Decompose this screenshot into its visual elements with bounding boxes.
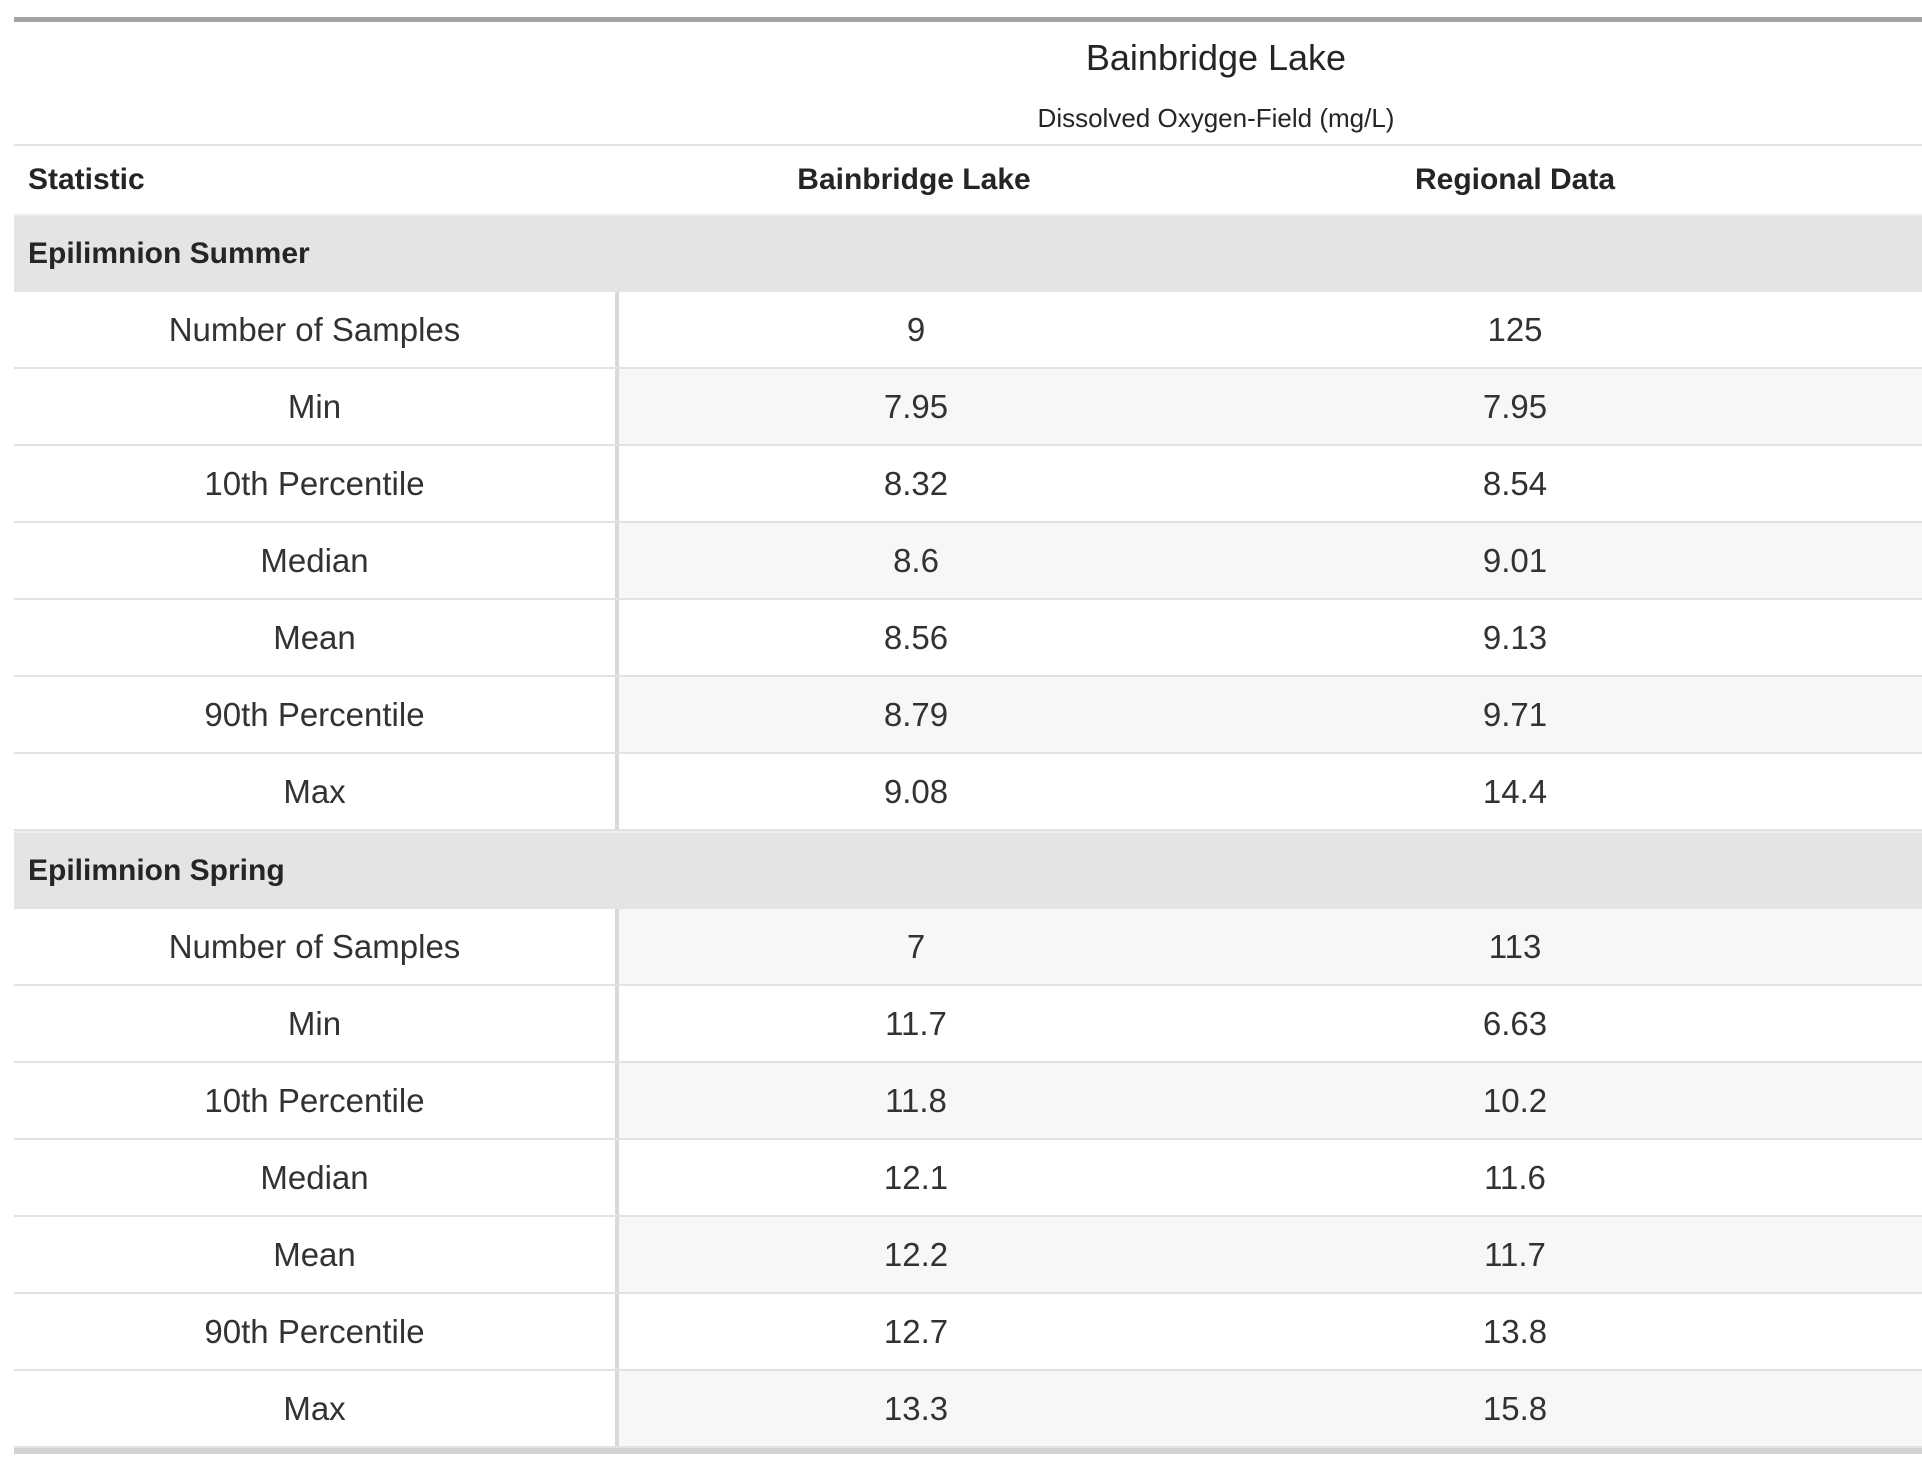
- row-label: Max: [14, 754, 615, 829]
- cell-bainbridge-value: 7.95: [615, 369, 1213, 444]
- table-bottom-border: [14, 1448, 1922, 1454]
- cell-regional-value: 7.95: [1213, 369, 1817, 444]
- cell-regional-value: 9.13: [1213, 600, 1817, 675]
- cell-bainbridge-value: 8.79: [615, 677, 1213, 752]
- cell-bainbridge-value: 11.7: [615, 986, 1213, 1061]
- title-block: Bainbridge Lake Dissolved Oxygen-Field (…: [14, 22, 1922, 146]
- table-row: Number of Samples 7 113: [14, 909, 1922, 986]
- section-header-epilimnion-spring: Epilimnion Spring: [14, 831, 1922, 909]
- row-label: Number of Samples: [14, 292, 615, 367]
- table-row: Min 7.95 7.95: [14, 369, 1922, 446]
- cell-bainbridge-value: 8.6: [615, 523, 1213, 598]
- row-label: 90th Percentile: [14, 677, 615, 752]
- cell-regional-value: 8.54: [1213, 446, 1817, 521]
- cell-regional-value: 14.4: [1213, 754, 1817, 829]
- cell-filler: [1817, 369, 1922, 444]
- cell-filler: [1817, 1294, 1922, 1369]
- cell-filler: [1817, 1140, 1922, 1215]
- row-label: 10th Percentile: [14, 446, 615, 521]
- cell-bainbridge-value: 8.56: [615, 600, 1213, 675]
- table-row: Number of Samples 9 125: [14, 292, 1922, 369]
- page-subtitle: Dissolved Oxygen-Field (mg/L): [1037, 103, 1395, 133]
- section-header-epilimnion-summer: Epilimnion Summer: [14, 214, 1922, 292]
- cell-regional-value: 10.2: [1213, 1063, 1817, 1138]
- cell-regional-value: 15.8: [1213, 1371, 1817, 1446]
- cell-filler: [1817, 446, 1922, 521]
- page-title: Bainbridge Lake: [1085, 37, 1347, 78]
- cell-regional-value: 9.01: [1213, 523, 1817, 598]
- cell-filler: [1817, 986, 1922, 1061]
- row-label: Number of Samples: [14, 909, 615, 984]
- cell-bainbridge-value: 9.08: [615, 754, 1213, 829]
- cell-regional-value: 13.8: [1213, 1294, 1817, 1369]
- cell-regional-value: 11.7: [1213, 1217, 1817, 1292]
- cell-bainbridge-value: 13.3: [615, 1371, 1213, 1446]
- table-row: Median 12.1 11.6: [14, 1140, 1922, 1217]
- cell-filler: [1817, 292, 1922, 367]
- table-row: Mean 12.2 11.7: [14, 1217, 1922, 1294]
- cell-bainbridge-value: 12.1: [615, 1140, 1213, 1215]
- table-row: 10th Percentile 11.8 10.2: [14, 1063, 1922, 1140]
- cell-filler: [1817, 1371, 1922, 1446]
- column-header-bainbridge-lake: Bainbridge Lake: [797, 163, 1031, 196]
- row-label: Min: [14, 986, 615, 1061]
- table-row: Median 8.6 9.01: [14, 523, 1922, 600]
- cell-bainbridge-value: 7: [615, 909, 1213, 984]
- row-label: Max: [14, 1371, 615, 1446]
- row-label: 90th Percentile: [14, 1294, 615, 1369]
- column-header-regional-data: Regional Data: [1414, 163, 1616, 196]
- table-row: 10th Percentile 8.32 8.54: [14, 446, 1922, 523]
- row-label: 10th Percentile: [14, 1063, 615, 1138]
- cell-bainbridge-value: 9: [615, 292, 1213, 367]
- row-label: Median: [14, 523, 615, 598]
- cell-filler: [1817, 1217, 1922, 1292]
- table-row: 90th Percentile 12.7 13.8: [14, 1294, 1922, 1371]
- title-inner: Bainbridge Lake Dissolved Oxygen-Field (…: [615, 38, 1817, 135]
- row-label: Min: [14, 369, 615, 444]
- cell-bainbridge-value: 11.8: [615, 1063, 1213, 1138]
- table-top-border: [14, 17, 1922, 22]
- row-label: Mean: [14, 600, 615, 675]
- cell-filler: [1817, 600, 1922, 675]
- cell-filler: [1817, 1063, 1922, 1138]
- cell-regional-value: 11.6: [1213, 1140, 1817, 1215]
- table-row: 90th Percentile 8.79 9.71: [14, 677, 1922, 754]
- table-row: Max 9.08 14.4: [14, 754, 1922, 831]
- table-row: Max 13.3 15.8: [14, 1371, 1922, 1448]
- row-label: Median: [14, 1140, 615, 1215]
- cell-filler: [1817, 754, 1922, 829]
- cell-regional-value: 9.71: [1213, 677, 1817, 752]
- cell-bainbridge-value: 12.2: [615, 1217, 1213, 1292]
- cell-bainbridge-value: 8.32: [615, 446, 1213, 521]
- table-row: Mean 8.56 9.13: [14, 600, 1922, 677]
- cell-regional-value: 113: [1213, 909, 1817, 984]
- cell-filler: [1817, 523, 1922, 598]
- statistics-table-visual: Bainbridge Lake Dissolved Oxygen-Field (…: [14, 17, 1922, 1454]
- table-row: Min 11.7 6.63: [14, 986, 1922, 1063]
- cell-regional-value: 6.63: [1213, 986, 1817, 1061]
- cell-bainbridge-value: 12.7: [615, 1294, 1213, 1369]
- cell-regional-value: 125: [1213, 292, 1817, 367]
- cell-filler: [1817, 677, 1922, 752]
- column-header-row: Statistic Bainbridge Lake Regional Data: [14, 146, 1922, 214]
- row-label: Mean: [14, 1217, 615, 1292]
- cell-filler: [1817, 909, 1922, 984]
- column-header-statistic: Statistic: [28, 163, 145, 196]
